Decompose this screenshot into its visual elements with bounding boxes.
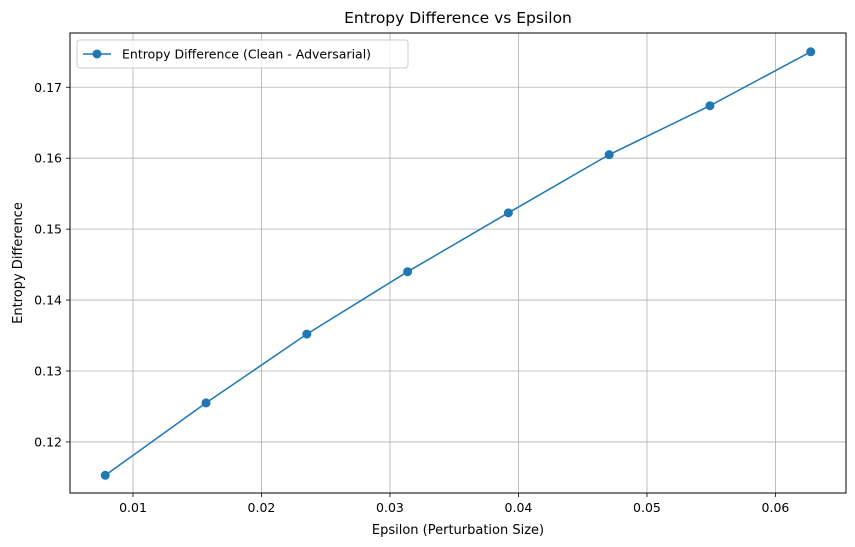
x-tick-label: 0.03 [376, 500, 404, 515]
data-point [806, 47, 816, 57]
legend-box [76, 39, 409, 69]
data-point [302, 329, 312, 339]
x-tick-label: 0.02 [248, 500, 276, 515]
x-tick-label: 0.01 [119, 500, 147, 515]
x-tick-label: 0.04 [505, 500, 533, 515]
y-tick-label: 0.17 [34, 80, 62, 95]
legend-marker-swatch [92, 49, 102, 59]
legend-entry-label: Entropy Difference (Clean - Adversarial) [122, 47, 371, 62]
x-axis-label: Epsilon (Perturbation Size) [372, 523, 544, 538]
series-line [104, 51, 812, 476]
data-point [705, 101, 715, 111]
x-tick-label: 0.05 [633, 500, 661, 515]
grid [70, 33, 846, 493]
y-axis-label: Entropy Difference [11, 202, 26, 324]
x-axis-ticks: 0.01 0.02 0.03 0.04 0.05 0.06 [119, 493, 789, 515]
data-point [604, 150, 614, 160]
data-point [201, 398, 211, 408]
data-point [403, 267, 413, 277]
x-tick-label: 0.06 [762, 500, 790, 515]
chart-title: Entropy Difference vs Epsilon [344, 9, 572, 27]
y-tick-label: 0.15 [34, 222, 62, 237]
data-point [100, 470, 110, 480]
y-axis-ticks: 0.12 0.13 0.14 0.15 0.16 0.17 [34, 80, 70, 449]
y-tick-label: 0.12 [34, 434, 62, 449]
data-point [503, 208, 513, 218]
legend: Entropy Difference (Clean - Adversarial) [76, 39, 409, 69]
y-tick-label: 0.14 [34, 293, 62, 308]
y-tick-label: 0.16 [34, 151, 62, 166]
y-tick-label: 0.13 [34, 363, 62, 378]
plot-frame [69, 32, 847, 494]
series-layer [100, 47, 816, 480]
